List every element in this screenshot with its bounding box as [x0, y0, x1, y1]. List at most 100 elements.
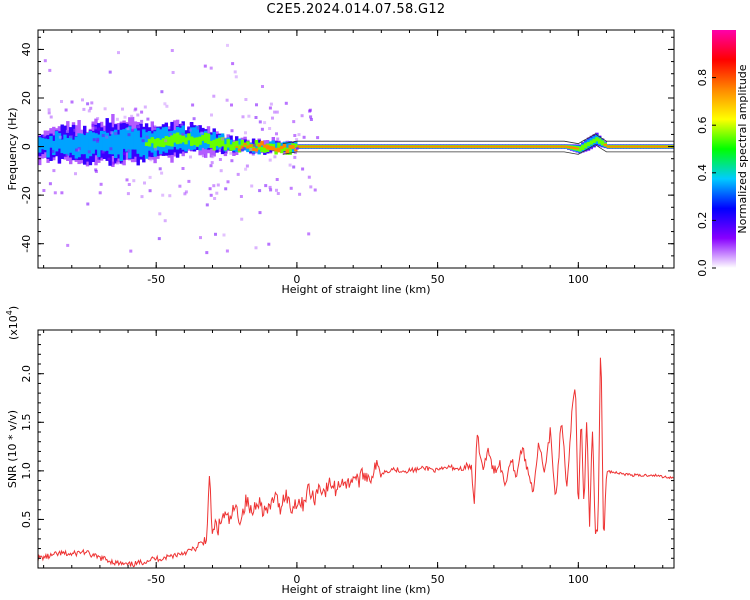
heatmap-cell — [389, 145, 394, 148]
heatmap-noise-cell — [293, 155, 297, 159]
heatmap-noise-cell — [64, 108, 68, 112]
heatmap-cell — [614, 145, 619, 148]
heatmap-cell — [429, 145, 433, 148]
heatmap-noise-cell — [127, 133, 131, 137]
heatmap-noise-cell — [136, 113, 140, 117]
spectrogram-frame — [37, 29, 675, 269]
heatmap-noise-cell — [129, 249, 133, 253]
heatmap-cell — [294, 149, 298, 152]
heatmap-cell — [313, 145, 318, 148]
y-tick-label: 1.0 — [20, 462, 33, 480]
heatmap-cell — [488, 145, 492, 148]
heatmap-noise-cell — [214, 232, 217, 236]
heatmap-cell — [77, 133, 81, 158]
heatmap-cell — [91, 132, 95, 154]
heatmap-cell — [586, 142, 591, 147]
heatmap-cell — [553, 145, 557, 148]
heatmap-cell — [333, 145, 337, 148]
colorbar-tick-label: 0.8 — [696, 69, 709, 87]
heatmap-noise-cell — [168, 194, 172, 198]
y-tick-label: 0 — [20, 143, 33, 150]
heatmap-cell — [181, 135, 185, 143]
heatmap-noise-cell — [268, 106, 272, 110]
heatmap-cell — [229, 144, 233, 151]
heatmap-cell — [629, 145, 633, 148]
heatmap-cell — [409, 145, 413, 148]
heatmap-noise-cell — [93, 126, 97, 130]
heatmap-cell — [437, 145, 442, 148]
heatmap-cell — [477, 145, 481, 148]
heatmap-noise-cell — [163, 219, 167, 223]
heatmap-noise-cell — [188, 128, 192, 132]
heatmap-cell — [370, 145, 374, 148]
heatmap-noise-cell — [86, 202, 90, 206]
heatmap-cell — [285, 141, 290, 149]
heatmap-cell — [105, 132, 109, 151]
heatmap-cell — [246, 145, 250, 149]
heatmap-noise-cell — [230, 159, 234, 163]
colorbar-tick-label: 0.0 — [696, 259, 709, 277]
heatmap-cell — [403, 145, 408, 148]
heatmap-noise-cell — [127, 183, 131, 186]
heatmap-noise-cell — [168, 132, 172, 136]
heatmap-cell — [454, 145, 458, 148]
heatmap-cell — [288, 141, 292, 147]
heatmap-noise-cell — [293, 151, 297, 155]
heatmap-cell — [229, 139, 233, 149]
heatmap-noise-cell — [76, 148, 80, 152]
heatmap-cell — [268, 146, 273, 151]
heatmap-cell — [232, 141, 236, 150]
heatmap-cell — [111, 131, 115, 155]
snr-scale-exponent: 4 — [5, 310, 14, 315]
heatmap-cell — [395, 145, 399, 148]
heatmap-cell — [99, 130, 104, 151]
heatmap-cell — [558, 145, 563, 148]
heatmap-noise-cell — [189, 155, 192, 159]
heatmap-cell — [406, 145, 411, 148]
heatmap-noise-cell — [254, 246, 258, 250]
colorbar-tick-label: 0.2 — [696, 212, 709, 230]
heatmap-cell — [133, 128, 138, 150]
heatmap-noise-cell — [87, 109, 91, 113]
heatmap-noise-cell — [178, 184, 182, 188]
colorbar: 0.0 0.2 0.4 0.6 0.8 Normalized spectral ampl… — [696, 30, 749, 277]
heatmap-noise-cell — [244, 131, 247, 135]
heatmap-noise-cell — [230, 103, 233, 107]
heatmap-noise-cell — [183, 192, 187, 196]
heatmap-noise-cell — [126, 127, 130, 131]
heatmap-noise-cell — [241, 115, 245, 119]
heatmap-cell — [218, 137, 222, 148]
heatmap-cell — [533, 145, 537, 148]
heatmap-cell — [299, 145, 304, 148]
heatmap-cell — [387, 145, 391, 148]
heatmap-noise-cell — [275, 110, 279, 114]
heatmap-noise-cell — [295, 138, 299, 142]
heatmap-noise-cell — [212, 184, 216, 188]
heatmap-cell — [274, 142, 278, 153]
colorbar-ticks: 0.0 0.2 0.4 0.6 0.8 — [696, 69, 716, 277]
heatmap-noise-cell — [143, 181, 146, 185]
heatmap-cell — [88, 131, 93, 157]
heatmap-cell — [378, 145, 382, 148]
heatmap-noise-cell — [87, 150, 91, 154]
heatmap-cell — [144, 142, 149, 146]
heatmap-cell — [220, 137, 225, 147]
heatmap-cell — [384, 145, 388, 148]
heatmap-cell — [623, 145, 627, 148]
heatmap-noise-cell — [240, 148, 244, 152]
heatmap-cell — [291, 145, 295, 149]
heatmap-noise-cell — [92, 138, 96, 142]
heatmap-cell — [319, 145, 323, 148]
x-tick-label: 100 — [568, 273, 589, 286]
heatmap-cell — [496, 145, 501, 148]
heatmap-noise-cell — [58, 135, 62, 139]
heatmap-cell — [223, 144, 228, 151]
heatmap-noise-cell — [226, 180, 230, 184]
heatmap-noise-cell — [292, 120, 296, 124]
heatmap-cell — [547, 145, 551, 148]
heatmap-cell — [288, 148, 292, 155]
heatmap-noise-cell — [94, 168, 98, 172]
heatmap-noise-cell — [289, 186, 293, 190]
heatmap-cell — [617, 145, 622, 148]
heatmap-noise-cell — [122, 152, 126, 156]
